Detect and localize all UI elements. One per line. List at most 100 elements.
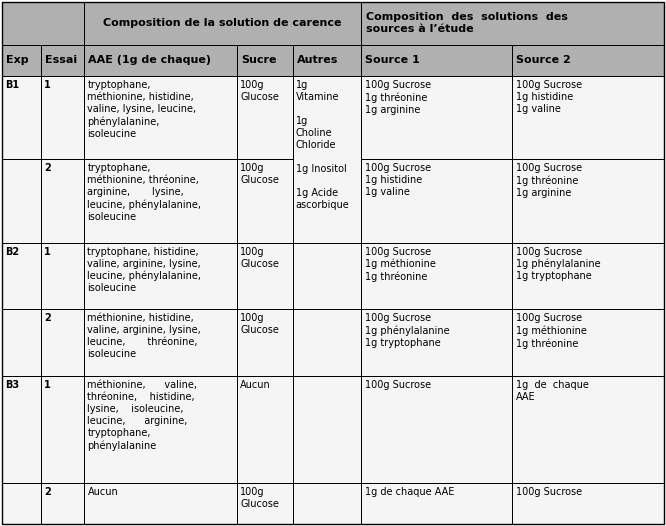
Bar xyxy=(512,159,664,242)
Bar xyxy=(237,159,293,242)
Text: Sucre: Sucre xyxy=(241,55,276,65)
Bar xyxy=(293,309,361,376)
Bar xyxy=(41,376,85,483)
Bar xyxy=(41,483,85,524)
Bar xyxy=(293,376,361,483)
Text: 1: 1 xyxy=(44,80,51,90)
Bar xyxy=(512,483,664,524)
Bar xyxy=(361,242,512,309)
Text: tryptophane, histidine,
valine, arginine, lysine,
leucinе, phénylalanine,
isoleu: tryptophane, histidine, valine, arginine… xyxy=(87,247,202,294)
Bar xyxy=(85,376,237,483)
Bar xyxy=(2,159,41,242)
Text: 1: 1 xyxy=(44,247,51,257)
Bar xyxy=(512,45,664,76)
Bar xyxy=(41,309,85,376)
Bar xyxy=(361,242,512,309)
Text: 100g Sucrose
1g thréonine
1g arginine: 100g Sucrose 1g thréonine 1g arginine xyxy=(516,163,583,198)
Bar xyxy=(2,159,41,242)
Bar xyxy=(85,242,237,309)
Bar xyxy=(2,242,41,309)
Bar xyxy=(293,242,361,309)
Text: B3: B3 xyxy=(5,380,19,390)
Text: 2: 2 xyxy=(44,313,51,323)
Bar xyxy=(512,376,664,483)
Bar xyxy=(41,45,85,76)
Bar xyxy=(237,45,293,76)
Bar xyxy=(512,242,664,309)
Text: Composition  des  solutions  des
sources à l’étude: Composition des solutions des sources à … xyxy=(366,13,567,34)
Bar xyxy=(237,483,293,524)
Bar xyxy=(512,159,664,242)
Bar xyxy=(237,309,293,376)
Bar xyxy=(41,159,85,242)
Bar xyxy=(293,376,361,483)
Bar xyxy=(293,242,361,309)
Bar xyxy=(237,76,293,159)
Bar xyxy=(2,2,85,45)
Bar xyxy=(512,376,664,483)
Bar xyxy=(85,76,237,159)
Text: 100g Sucrose
1g phénylalanine
1g tryptophane: 100g Sucrose 1g phénylalanine 1g tryptop… xyxy=(365,313,450,348)
Text: Essai: Essai xyxy=(45,55,77,65)
Bar xyxy=(2,376,41,483)
Bar xyxy=(2,76,41,159)
Bar xyxy=(361,309,512,376)
Bar xyxy=(85,483,237,524)
Text: 1g  de  chaque
AAE: 1g de chaque AAE xyxy=(516,380,589,402)
Bar xyxy=(2,76,41,159)
Bar xyxy=(237,76,293,159)
Bar xyxy=(237,376,293,483)
Bar xyxy=(512,76,664,159)
Bar xyxy=(361,159,512,242)
Bar xyxy=(361,376,512,483)
Text: Source 2: Source 2 xyxy=(516,55,571,65)
Bar xyxy=(41,242,85,309)
Bar xyxy=(361,2,664,45)
Text: 100g Sucrose: 100g Sucrose xyxy=(516,488,583,498)
Text: méthionine, histidine,
valine, arginine, lysine,
leucinе,       thréonine,
isole: méthionine, histidine, valine, arginine,… xyxy=(87,313,201,359)
Bar xyxy=(2,45,41,76)
Text: 100g Sucrose
1g méthionine
1g thréonine: 100g Sucrose 1g méthionine 1g thréonine xyxy=(516,313,587,349)
Bar xyxy=(361,76,512,159)
Text: 2: 2 xyxy=(44,488,51,498)
Bar xyxy=(2,242,41,309)
Text: 100g
Glucose: 100g Glucose xyxy=(240,488,279,510)
Bar xyxy=(85,376,237,483)
Bar xyxy=(85,159,237,242)
Bar xyxy=(361,76,512,159)
Text: B2: B2 xyxy=(5,247,19,257)
Text: Exp: Exp xyxy=(6,55,29,65)
Bar xyxy=(85,45,237,76)
Bar xyxy=(237,45,293,76)
Bar xyxy=(361,483,512,524)
Text: 100g Sucrose
1g phénylalanine
1g tryptophane: 100g Sucrose 1g phénylalanine 1g tryptop… xyxy=(516,247,601,281)
Bar xyxy=(237,159,293,242)
Bar xyxy=(85,309,237,376)
Bar xyxy=(361,159,512,242)
Bar xyxy=(41,76,85,159)
Bar xyxy=(85,2,361,45)
Bar xyxy=(2,483,41,524)
Text: 1: 1 xyxy=(44,380,51,390)
Text: 2: 2 xyxy=(44,163,51,173)
Bar xyxy=(361,309,512,376)
Bar xyxy=(2,45,41,76)
Text: 100g Sucrose
1g méthionine
1g thréonine: 100g Sucrose 1g méthionine 1g thréonine xyxy=(365,247,436,282)
Bar xyxy=(361,376,512,483)
Text: 100g Sucrose: 100g Sucrose xyxy=(365,380,431,390)
Bar xyxy=(41,376,85,483)
Text: 100g
Glucose: 100g Glucose xyxy=(240,313,279,336)
Bar xyxy=(512,309,664,376)
Bar xyxy=(293,483,361,524)
Text: 100g
Glucose: 100g Glucose xyxy=(240,163,279,185)
Bar xyxy=(2,309,41,376)
Bar xyxy=(85,483,237,524)
Text: 100g
Glucose: 100g Glucose xyxy=(240,247,279,269)
Bar xyxy=(293,76,361,242)
Text: méthionine,      valine,
thréonine,    histidine,
lysine,    isoleucine,
leucinе: méthionine, valine, thréonine, histidine… xyxy=(87,380,198,451)
Bar xyxy=(41,242,85,309)
Bar xyxy=(41,159,85,242)
Text: Autres: Autres xyxy=(297,55,338,65)
Text: B1: B1 xyxy=(5,80,19,90)
Bar xyxy=(361,45,512,76)
